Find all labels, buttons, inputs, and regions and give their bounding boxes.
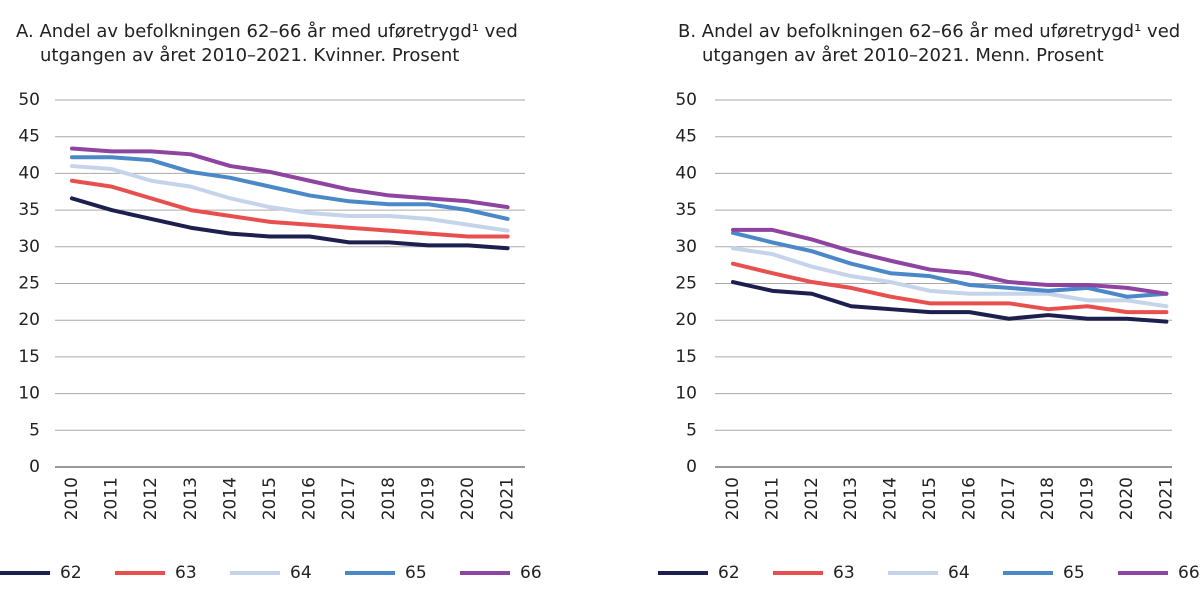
series-line [70,155,510,221]
x-tick-label: 2012 [141,477,161,520]
x-tick-label: 2019 [1078,477,1098,520]
y-tick-label: 40 [18,163,40,183]
x-tick-label: 2020 [1117,477,1137,520]
x-tick-label: 2013 [181,477,201,520]
legend-label: 63 [175,563,197,583]
x-tick-label: 2017 [999,477,1019,520]
series-line [731,246,1169,309]
x-tick-label: 2019 [418,477,438,520]
chart-title: B. Andel av befolkningen 62–66 år med uf… [678,21,1181,66]
y-tick-label: 45 [675,127,697,147]
x-tick-label: 2017 [339,477,359,520]
x-tick-label: 2014 [220,477,240,520]
x-tick-label: 2015 [920,477,940,520]
series-line [731,261,1169,315]
series-line [731,280,1169,324]
series-line [70,178,510,239]
legend-label: 66 [520,563,542,583]
legend-label: 66 [1178,563,1200,583]
y-tick-label: 20 [18,310,40,330]
series-line [70,196,510,251]
y-tick-label: 10 [18,384,40,404]
y-tick-label: 5 [29,420,40,440]
legend-label: 65 [1063,563,1085,583]
y-tick-label: 0 [29,457,40,477]
x-tick-label: 2010 [723,477,743,520]
y-tick-label: 15 [18,347,40,367]
x-tick-label: 2011 [102,477,122,520]
y-tick-label: 15 [675,347,697,367]
x-tick-label: 2021 [1156,477,1176,520]
legend-label: 64 [290,563,312,583]
x-tick-label: 2015 [260,477,280,520]
x-tick-label: 2020 [458,477,478,520]
series-line [731,230,1169,299]
legend-label: 63 [833,563,855,583]
y-tick-label: 40 [675,163,697,183]
x-tick-label: 2010 [62,477,82,520]
legend-label: 64 [948,563,970,583]
y-tick-label: 25 [675,274,697,294]
x-tick-label: 2012 [802,477,822,520]
y-tick-label: 35 [18,200,40,220]
legend-label: 65 [405,563,427,583]
x-tick-label: 2018 [379,477,399,520]
y-tick-label: 20 [675,310,697,330]
y-tick-label: 5 [686,420,697,440]
y-tick-label: 35 [675,200,697,220]
chart-title: A. Andel av befolkningen 62–66 år med uf… [16,21,518,66]
y-tick-label: 50 [675,90,697,110]
x-tick-label: 2021 [498,477,518,520]
y-tick-label: 0 [686,457,697,477]
y-tick-label: 45 [18,127,40,147]
x-tick-label: 2013 [841,477,861,520]
y-tick-label: 50 [18,90,40,110]
y-tick-label: 10 [675,384,697,404]
y-tick-label: 30 [675,237,697,257]
series-line [731,227,1169,296]
legend-label: 62 [60,563,82,583]
y-tick-label: 30 [18,237,40,257]
x-tick-label: 2014 [881,477,901,520]
x-tick-label: 2016 [959,477,979,520]
x-tick-label: 2018 [1038,477,1058,520]
x-tick-label: 2011 [762,477,782,520]
series-line [70,146,510,210]
legend-label: 62 [718,563,740,583]
y-tick-label: 25 [18,274,40,294]
series-line [70,164,510,233]
x-tick-label: 2016 [300,477,320,520]
